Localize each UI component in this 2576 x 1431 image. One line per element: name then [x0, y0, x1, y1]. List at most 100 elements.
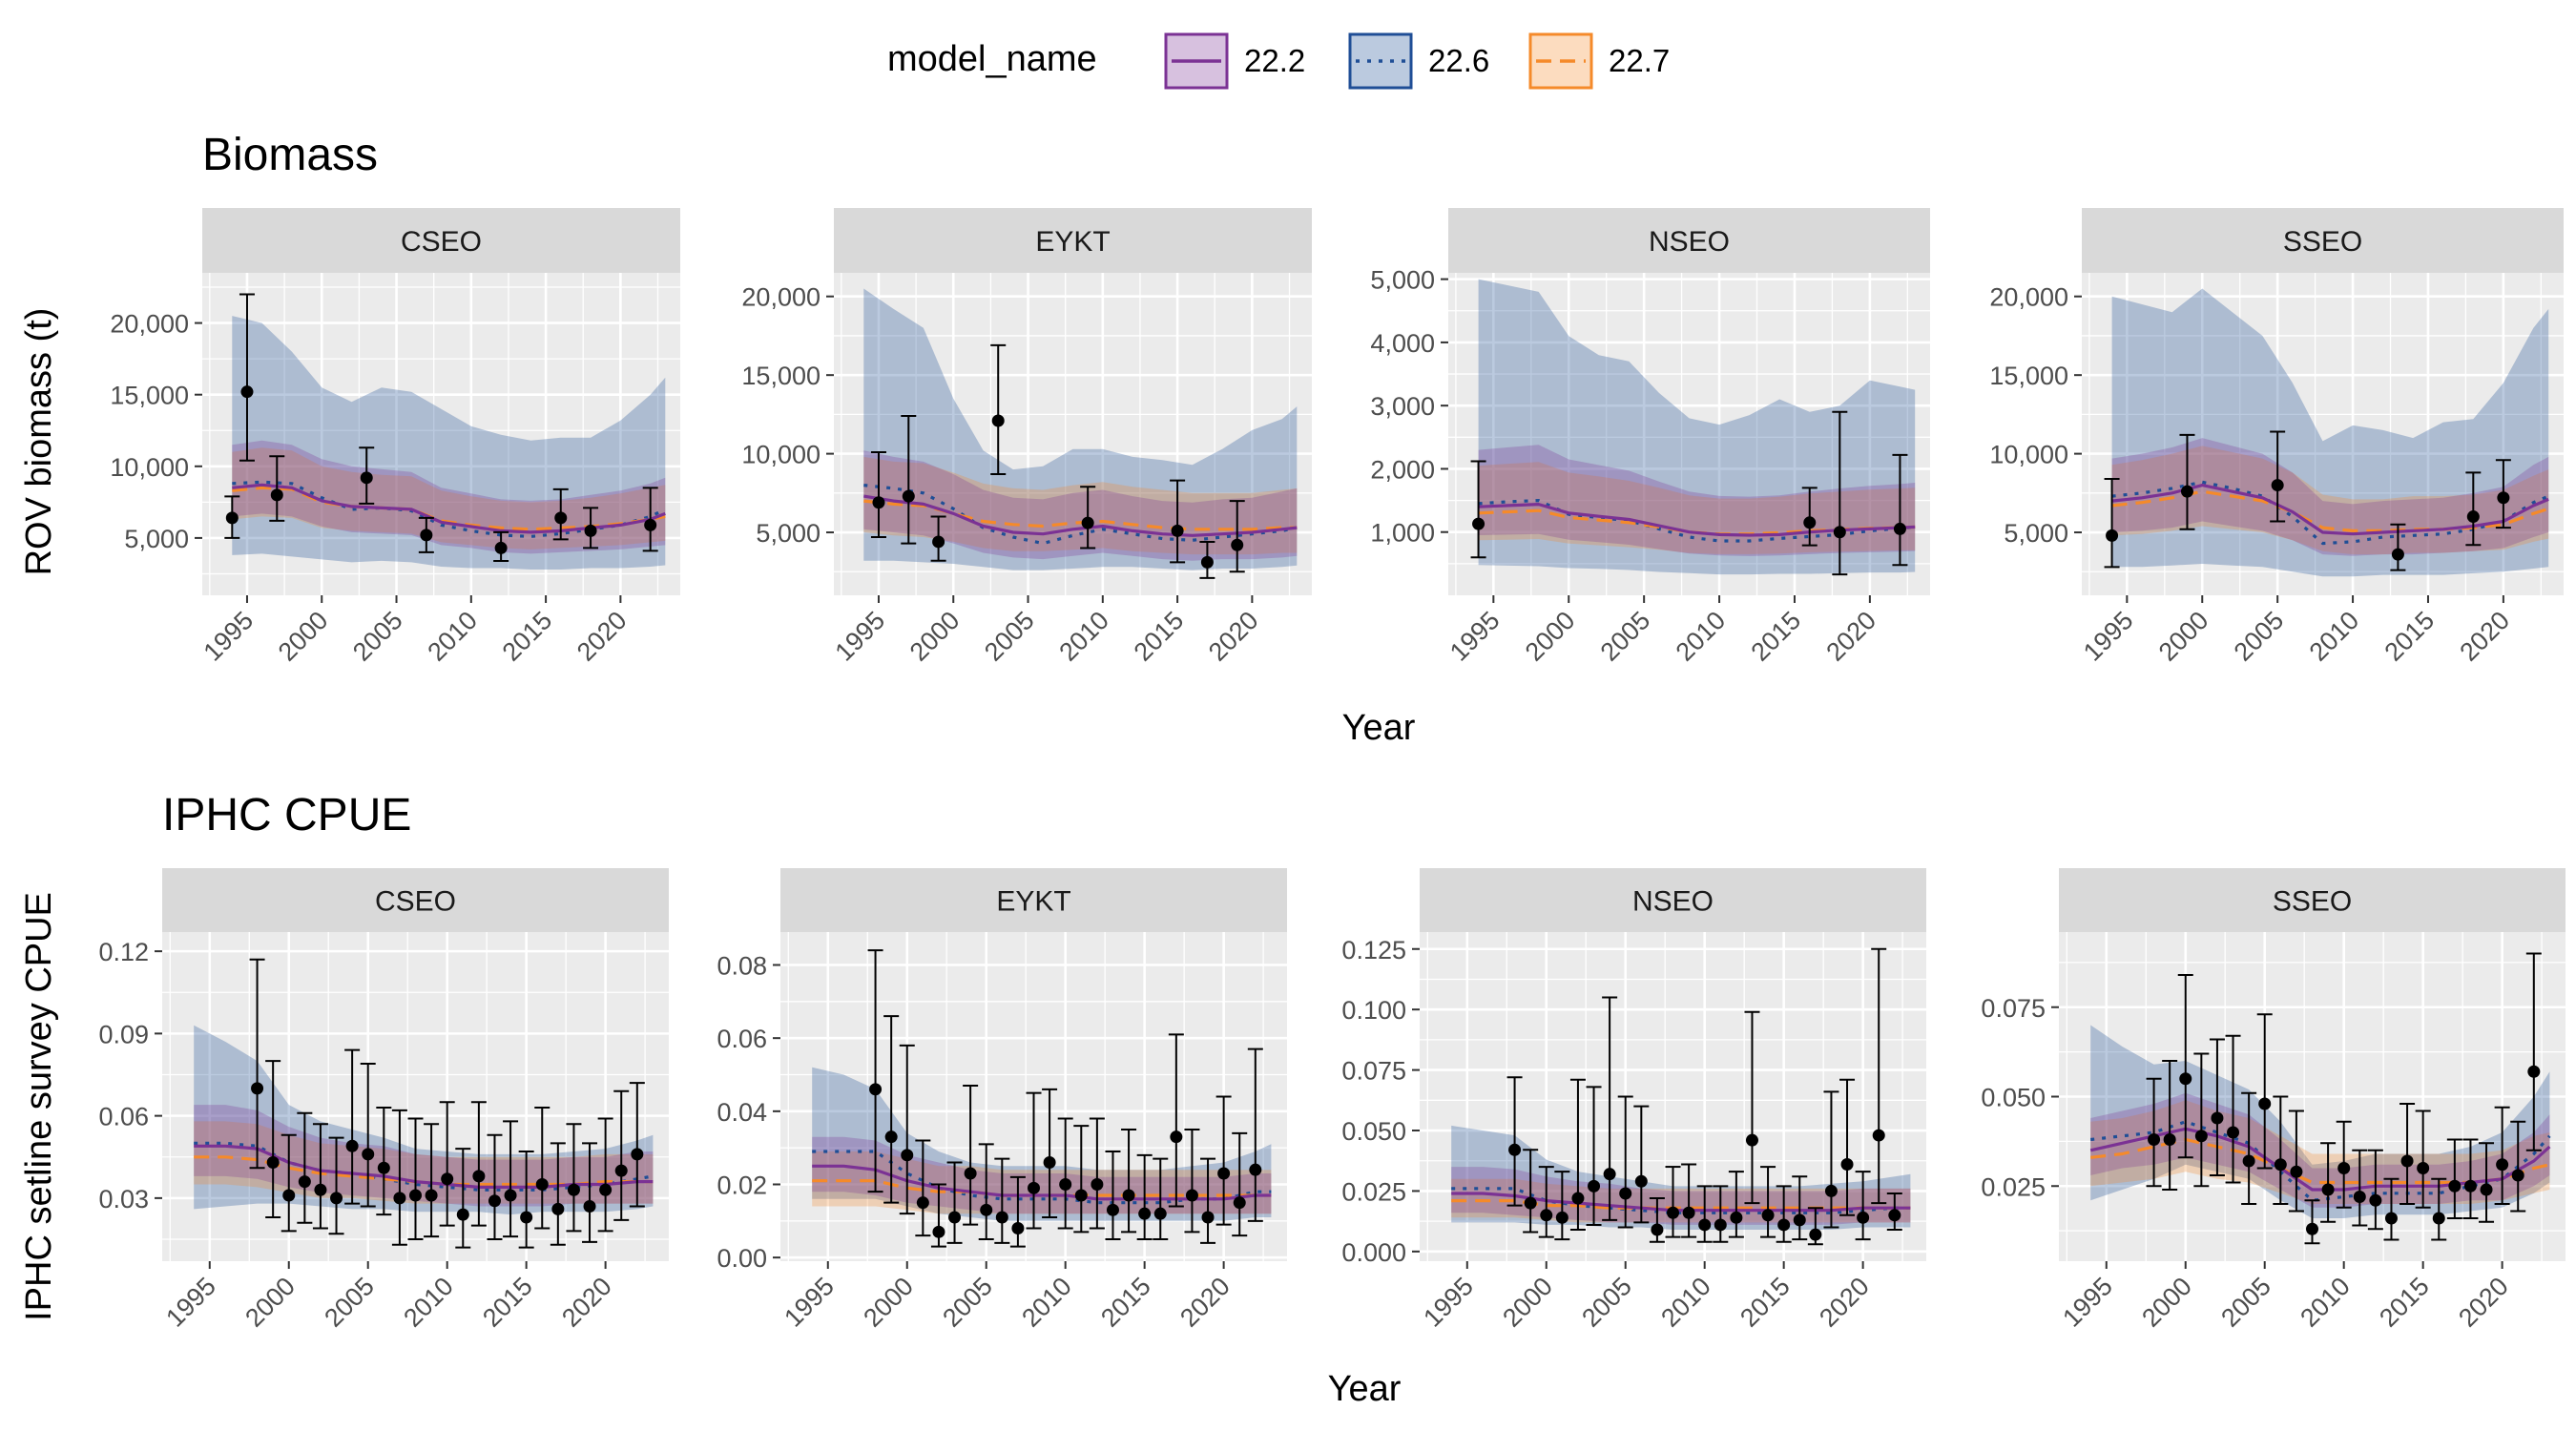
biomass-nseo-plot-area	[1448, 273, 1930, 595]
iphc-cpue-nseo-x-tick-label: 2010	[1655, 1272, 1716, 1333]
iphc-cpue-sseo-observation-point	[2527, 1065, 2541, 1078]
iphc-cpue-nseo-x-tick-label: 2020	[1814, 1272, 1875, 1333]
iphc-cpue-sseo-observation	[2415, 1110, 2431, 1209]
biomass-sseo-observation	[2390, 523, 2406, 571]
iphc-cpue-eykt-observation-point	[932, 1225, 945, 1238]
iphc-cpue-cseo-x-tick-label: 2005	[319, 1272, 380, 1333]
biomass-cseo-observation-point	[494, 541, 508, 554]
biomass-sseo-y-tick-label: 5,000	[2004, 519, 2068, 548]
iphc-cpue-cseo-y-tick-label: 0.12	[98, 938, 149, 966]
iphc-cpue-sseo-observation-point	[2369, 1193, 2382, 1207]
iphc-cpue-eykt-observation	[1042, 1088, 1058, 1218]
iphc-cpue-nseo-y-axis: 0.000 0.025 0.050 0.075 0.100 0.125	[1341, 936, 1420, 1267]
biomass-cseo-observation-point	[360, 471, 373, 485]
iphc-cpue-eykt-observation-point	[1185, 1189, 1198, 1202]
iphc-cpue-sseo-observation	[2209, 1038, 2225, 1176]
iphc-cpue-nseo-observation	[1760, 1166, 1776, 1238]
iphc-cpue-nseo-observation	[1855, 1171, 1871, 1241]
iphc-cpue-nseo-strip	[1420, 868, 1926, 932]
iphc-cpue-nseo-observation-point	[1571, 1192, 1585, 1205]
biomass-sseo-data	[2104, 288, 2549, 577]
iphc-cpue-nseo-observation-point	[1809, 1228, 1822, 1241]
iphc-cpue-cseo-observation	[582, 1142, 598, 1243]
biomass-eykt-y-tick-label: 15,000	[741, 362, 821, 390]
iphc-cpue-cseo-observation	[344, 1048, 361, 1205]
biomass-cseo-strip-label: CSEO	[401, 226, 482, 258]
iphc-cpue-cseo-observation	[407, 1117, 424, 1240]
biomass-eykt-strip-label: EYKT	[1035, 226, 1110, 258]
biomass-eykt-x-tick-label: 2015	[1129, 606, 1190, 667]
iphc-cpue-sseo-x-tick-label: 2005	[2215, 1272, 2276, 1333]
iphc-cpue-nseo-observation	[1792, 1175, 1808, 1241]
biomass-eykt-y-tick-label: 10,000	[741, 441, 821, 469]
iphc-cpue-eykt-observation-point	[1028, 1181, 1040, 1194]
iphc-cpue-sseo-strip-label: SSEO	[2273, 886, 2352, 918]
legend-item-22-2: 22.2	[1164, 32, 1305, 90]
iphc-cpue-nseo-observation	[1569, 1078, 1586, 1232]
iphc-cpue-eykt-x-tick-label: 2005	[937, 1272, 998, 1333]
iphc-cpue-cseo-x-tick-label: 2015	[477, 1272, 538, 1333]
iphc-cpue-eykt-observation-point	[1059, 1178, 1072, 1191]
iphc-cpue-eykt-observation-point	[995, 1211, 1008, 1224]
iphc-cpue-sseo-strip	[2059, 868, 2566, 932]
iphc-cpue-nseo-observation-point	[1619, 1187, 1632, 1200]
biomass-nseo-observation	[1832, 410, 1848, 576]
iphc-cpue-cseo-observation	[487, 1133, 503, 1240]
iphc-cpue-cseo-observation-point	[504, 1189, 517, 1202]
biomass-eykt-observation	[1080, 486, 1096, 550]
biomass-nseo-y-tick-label: 1,000	[1370, 519, 1435, 548]
biomass-eykt-observation-point	[1200, 555, 1214, 569]
iphc-cpue-sseo-observation-point	[2211, 1111, 2224, 1125]
biomass-nseo-observation-point	[1893, 522, 1906, 535]
iphc-cpue-sseo-y-tick-label: 0.025	[1981, 1172, 2046, 1201]
iphc-cpue-nseo-panel: NSEO 0.000 0.025 0.050 0.075 0.100 0.125 1995 20…	[1341, 868, 1926, 1333]
biomass-cseo-x-axis: 1995 2000 2005 2010 2015 2020	[198, 595, 633, 667]
biomass-eykt-data	[863, 288, 1298, 579]
legend-label-22-2: 22.2	[1244, 43, 1305, 78]
biomass-cseo-observation	[418, 516, 434, 553]
biomass-x-axis-title: Year	[1342, 708, 1416, 748]
iphc-cpue-eykt-observation-point	[980, 1203, 993, 1216]
iphc-cpue-eykt-observation-point	[1170, 1130, 1183, 1144]
iphc-cpue-eykt-y-tick-label: 0.06	[717, 1025, 767, 1053]
biomass-cseo-x-tick-label: 2000	[273, 606, 334, 667]
iphc-cpue-eykt-y-tick-label: 0.02	[717, 1172, 767, 1200]
iphc-cpue-cseo-observation	[629, 1082, 645, 1208]
biomass-eykt-observation-point	[902, 489, 915, 503]
biomass-sseo-strip-label: SSEO	[2283, 226, 2362, 258]
biomass-cseo-observation-point	[270, 488, 283, 502]
iphc-cpue-sseo-observation	[2177, 974, 2193, 1159]
iphc-cpue-sseo-y-tick-label: 0.075	[1981, 994, 2046, 1023]
biomass-cseo-y-tick-label: 20,000	[110, 310, 189, 339]
biomass-sseo-observation-point	[2271, 479, 2284, 492]
iphc-cpue-cseo-x-tick-label: 2020	[556, 1272, 617, 1333]
iphc-cpue-sseo-observation	[2446, 1138, 2462, 1219]
iphc-section: IPHC CPUE IPHC setline survey CPUE Year …	[19, 790, 2566, 1409]
iphc-cpue-sseo-observation	[2193, 1052, 2210, 1188]
iphc-cpue-nseo-observation-point	[1555, 1211, 1568, 1224]
iphc-cpue-cseo-data	[194, 958, 654, 1249]
biomass-cseo-strip	[202, 208, 680, 273]
iphc-cpue-eykt-observation	[883, 1015, 900, 1204]
biomass-eykt-observation-point	[932, 535, 945, 549]
iphc-cpue-eykt-observation-point	[869, 1083, 883, 1096]
iphc-cpue-nseo-observation	[1871, 947, 1887, 1205]
biomass-eykt-y-axis: 5,000 10,000 15,000 20,000	[741, 283, 834, 548]
biomass-eykt-x-tick-label: 2005	[979, 606, 1040, 667]
iphc-cpue-nseo-x-tick-label: 1995	[1418, 1272, 1479, 1333]
biomass-eykt-observation-point	[872, 496, 885, 509]
biomass-sseo-observation-point	[2391, 548, 2404, 561]
iphc-cpue-sseo-x-axis: 1995 2000 2005 2010 2015 2020	[2057, 1261, 2514, 1333]
biomass-section-title: Biomass	[202, 130, 378, 180]
biomass-cseo-data	[224, 293, 666, 570]
iphc-x-axis-title: Year	[1328, 1369, 1402, 1409]
iphc-cpue-cseo-observation-point	[282, 1189, 296, 1202]
iphc-cpue-sseo-observation	[2225, 1034, 2241, 1184]
biomass-cseo-y-tick-label: 15,000	[110, 382, 189, 410]
iphc-cpue-eykt-observation-point	[948, 1211, 962, 1224]
biomass-nseo-strip-label: NSEO	[1649, 226, 1730, 258]
iphc-cpue-cseo-observation-point	[551, 1202, 565, 1215]
biomass-nseo-x-tick-label: 1995	[1444, 606, 1506, 667]
iphc-cpue-eykt-observation-point	[1122, 1189, 1135, 1202]
